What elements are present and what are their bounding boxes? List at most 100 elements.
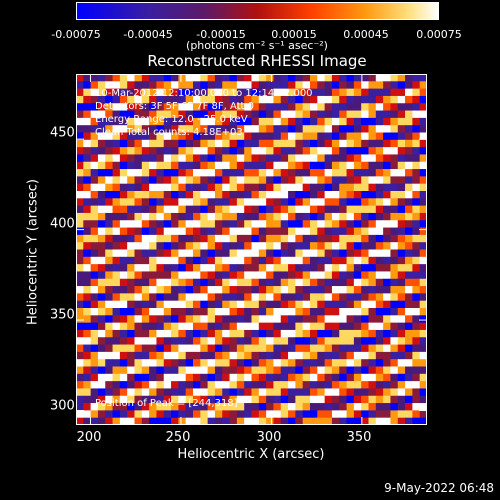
heatmap-cell — [83, 373, 92, 382]
heatmap-cell — [273, 366, 282, 375]
heatmap-cell — [90, 395, 99, 404]
heatmap-cell — [302, 271, 311, 280]
heatmap-cell — [295, 249, 304, 258]
heatmap-cell — [317, 256, 326, 265]
heatmap-cell — [368, 110, 377, 119]
heatmap-cell — [236, 234, 245, 243]
heatmap-cell — [127, 191, 135, 199]
heatmap-cell — [119, 176, 128, 185]
heatmap-cell — [119, 249, 128, 258]
heatmap-cell — [273, 403, 282, 411]
heatmap-cell — [178, 395, 187, 404]
heatmap-cell — [97, 322, 106, 331]
heatmap-cell — [258, 183, 267, 192]
heatmap-cell — [412, 373, 421, 382]
heatmap-cell — [171, 242, 179, 250]
heatmap-cell — [368, 169, 377, 177]
heatmap-cell — [419, 88, 427, 97]
heatmap-cell — [127, 249, 135, 258]
heatmap-cell — [97, 198, 106, 207]
heatmap-cell — [288, 403, 296, 411]
heatmap-cell — [273, 227, 282, 236]
heatmap-cell — [171, 300, 179, 309]
heatmap-cell — [244, 139, 252, 148]
heatmap-cell — [244, 315, 252, 324]
heatmap-cell — [105, 344, 113, 353]
heatmap-cell — [156, 176, 165, 185]
heatmap-cell — [331, 220, 340, 228]
heatmap-cell — [112, 293, 121, 302]
heatmap-cell — [119, 337, 128, 345]
heatmap-cell — [310, 322, 318, 331]
heatmap-cell — [185, 147, 194, 155]
heatmap-cell — [134, 132, 143, 141]
colorbar-tick: 0.00075 — [416, 28, 462, 41]
heatmap-cell — [171, 373, 179, 382]
heatmap-cell — [244, 366, 252, 375]
heatmap-cell — [229, 191, 238, 199]
heatmap-cell — [258, 176, 267, 185]
heatmap-cell — [163, 234, 172, 243]
heatmap-cell — [149, 278, 157, 287]
heatmap-cell — [127, 359, 135, 367]
heatmap-cell — [90, 161, 99, 170]
heatmap-cell — [295, 366, 304, 375]
heatmap-cell — [149, 403, 157, 411]
heatmap-cell — [251, 95, 260, 104]
heatmap-cell — [331, 278, 340, 287]
heatmap-cell — [375, 410, 384, 419]
heatmap-cell — [266, 88, 274, 97]
heatmap-cell — [397, 381, 406, 389]
heatmap-cell — [295, 169, 304, 177]
heatmap-cell — [324, 88, 333, 97]
heatmap-cell — [383, 286, 391, 294]
heatmap-cell — [222, 337, 230, 345]
heatmap-cell — [134, 198, 143, 207]
heatmap-cell — [317, 227, 326, 236]
heatmap-cell — [339, 351, 347, 360]
heatmap-cell — [295, 417, 304, 425]
heatmap-cell — [141, 88, 150, 97]
heatmap-cell — [353, 271, 362, 280]
heatmap-cell — [258, 249, 267, 258]
heatmap-cell — [105, 337, 113, 345]
heatmap-cell — [244, 344, 252, 353]
heatmap-cell — [200, 242, 209, 250]
heatmap-cell — [251, 293, 260, 302]
heatmap-cell — [302, 95, 311, 104]
heatmap-cell — [207, 373, 216, 382]
heatmap-cell — [331, 351, 340, 360]
heatmap-cell — [193, 381, 201, 389]
heatmap-cell — [119, 205, 128, 214]
heatmap-cell — [375, 278, 384, 287]
heatmap-cell — [178, 88, 187, 97]
heatmap-cell — [324, 359, 333, 367]
heatmap-cell — [317, 410, 326, 419]
heatmap-cell — [412, 154, 421, 163]
heatmap-cell — [90, 308, 99, 316]
heatmap-cell — [288, 308, 296, 316]
heatmap-cell — [229, 381, 238, 389]
heatmap-cell — [375, 183, 384, 192]
heatmap-cell — [317, 95, 326, 104]
heatmap-cell — [375, 220, 384, 228]
heatmap-cell — [207, 249, 216, 258]
heatmap-cell — [83, 117, 92, 126]
heatmap-cell — [273, 337, 282, 345]
heatmap-cell — [280, 315, 289, 324]
heatmap-cell — [280, 249, 289, 258]
x-tick-label: 200 — [76, 430, 102, 445]
heatmap-cell — [236, 183, 245, 192]
heatmap-cell — [119, 154, 128, 163]
heatmap-cell — [200, 264, 209, 272]
heatmap-cell — [368, 410, 377, 419]
heatmap-cell — [331, 388, 340, 397]
heatmap-cell — [127, 147, 135, 155]
heatmap-cell — [302, 220, 311, 228]
heatmap-cell — [149, 176, 157, 185]
heatmap-cell — [127, 154, 135, 163]
heatmap-cell — [200, 169, 209, 177]
heatmap-cell — [324, 264, 333, 272]
heatmap-cell — [295, 125, 304, 133]
heatmap-cell — [258, 227, 267, 236]
